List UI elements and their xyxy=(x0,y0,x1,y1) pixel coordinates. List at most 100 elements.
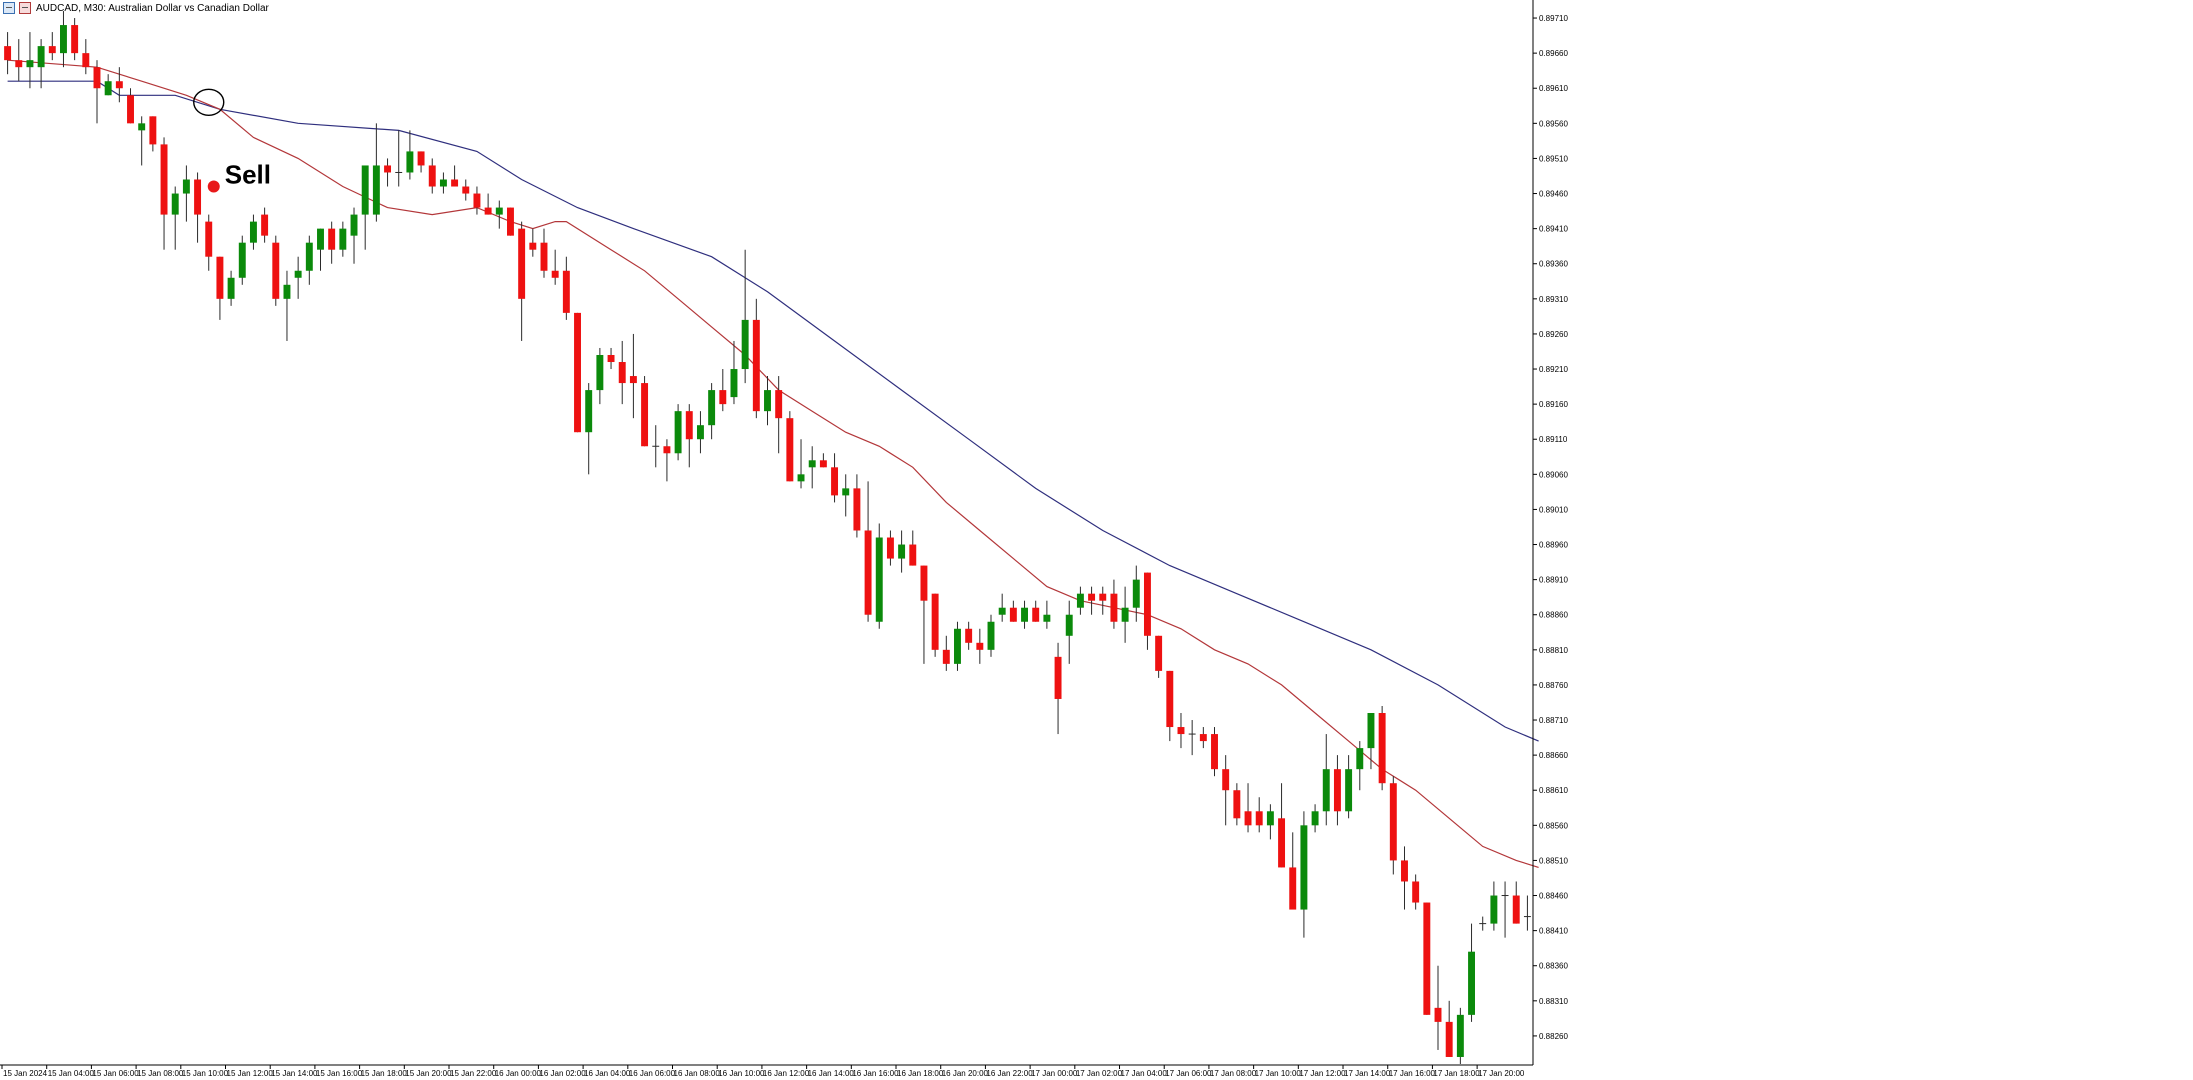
candle-body xyxy=(529,242,537,250)
bear-candle xyxy=(1255,797,1263,833)
price-tick-label: 0.88610 xyxy=(1539,786,1568,795)
bear-candle xyxy=(428,158,436,194)
bull-candle xyxy=(182,165,190,222)
candle-body xyxy=(361,165,369,215)
candle-body xyxy=(1255,811,1263,826)
bear-candle xyxy=(663,439,671,482)
candle-body xyxy=(1143,572,1151,636)
bear-candle xyxy=(1233,783,1241,826)
candle-body xyxy=(1132,579,1140,608)
bull-candle xyxy=(954,621,961,671)
candle-body xyxy=(775,390,783,419)
bull-candle xyxy=(652,425,660,468)
candle-body xyxy=(696,425,704,440)
bear-candle xyxy=(160,137,168,250)
bear-candle xyxy=(194,172,202,243)
candle-body xyxy=(1401,860,1408,882)
bear-candle xyxy=(328,221,336,264)
bear-candle xyxy=(384,158,392,187)
candle-body xyxy=(1311,811,1319,826)
time-tick-label: 17 Jan 00:00 xyxy=(1031,1069,1078,1078)
candle-body xyxy=(82,53,90,68)
time-tick-label: 16 Jan 16:00 xyxy=(852,1069,899,1078)
candle-body xyxy=(1099,593,1107,601)
candle-body xyxy=(752,319,760,412)
candle-body xyxy=(48,46,56,54)
bull-candle xyxy=(1322,734,1330,826)
candle-body xyxy=(1322,769,1330,812)
time-tick-label: 16 Jan 14:00 xyxy=(808,1069,855,1078)
candle-body xyxy=(59,25,67,54)
candle-body xyxy=(451,179,459,187)
bull-candle xyxy=(26,32,34,89)
bull-candle xyxy=(1523,895,1531,931)
bull-candle xyxy=(495,200,503,229)
candle-body xyxy=(864,530,872,615)
candle-body xyxy=(998,607,1006,615)
bull-candle xyxy=(439,172,447,194)
bear-candle xyxy=(473,186,481,215)
price-tick-label: 0.88410 xyxy=(1539,927,1568,936)
time-tick-label: 17 Jan 04:00 xyxy=(1121,1069,1168,1078)
bear-candle xyxy=(1423,902,1431,1015)
bull-candle xyxy=(998,593,1006,622)
price-tick-label: 0.89060 xyxy=(1539,470,1568,479)
time-tick-label: 15 Jan 10:00 xyxy=(182,1069,229,1078)
price-tick-label: 0.88310 xyxy=(1539,997,1568,1006)
bear-candle xyxy=(1278,783,1286,868)
time-tick-label: 16 Jan 02:00 xyxy=(539,1069,586,1078)
bull-candle xyxy=(1490,881,1498,931)
bull-candle xyxy=(104,74,112,96)
bull-candle xyxy=(1188,720,1196,756)
candle-body xyxy=(1266,811,1274,826)
candle-body xyxy=(1233,790,1241,819)
candle-body xyxy=(227,277,235,299)
bear-candle xyxy=(149,116,157,152)
price-tick-label: 0.89210 xyxy=(1539,365,1568,374)
candle-body xyxy=(171,193,179,215)
bear-candle xyxy=(965,621,973,650)
candle-body xyxy=(182,179,190,194)
bear-candle xyxy=(1389,776,1397,875)
candle-body xyxy=(328,228,336,250)
candle-body xyxy=(37,46,45,68)
bull-candle xyxy=(138,116,146,166)
bull-candle xyxy=(361,165,369,250)
bull-candle xyxy=(395,130,403,187)
candle-body xyxy=(149,116,157,145)
time-tick-label: 16 Jan 12:00 xyxy=(763,1069,810,1078)
bear-candle xyxy=(462,179,470,201)
time-tick-label: 17 Jan 08:00 xyxy=(1210,1069,1257,1078)
ma-fast-line xyxy=(7,59,1539,868)
time-tick-label: 16 Jan 00:00 xyxy=(495,1069,542,1078)
bull-candle xyxy=(171,186,179,250)
candle-body xyxy=(942,649,950,664)
candle-body xyxy=(708,390,716,426)
time-tick-label: 17 Jan 20:00 xyxy=(1478,1069,1525,1078)
bear-candle xyxy=(909,530,917,566)
bear-candle xyxy=(1222,755,1230,826)
candle-body xyxy=(920,565,928,601)
chart-title-bar: AUDCAD, M30: Australian Dollar vs Canadi… xyxy=(0,0,269,16)
time-tick-label: 15 Jan 22:00 xyxy=(450,1069,497,1078)
candle-body xyxy=(216,256,224,299)
bear-candle xyxy=(48,32,56,61)
bull-candle xyxy=(842,474,850,517)
time-tick-label: 16 Jan 08:00 xyxy=(674,1069,721,1078)
candle-body xyxy=(261,214,269,236)
candle-body xyxy=(249,221,257,243)
bear-candle xyxy=(1199,727,1207,749)
candle-body xyxy=(138,123,146,131)
bear-candle xyxy=(484,193,492,215)
chart-type-icon xyxy=(19,2,31,14)
bear-candle xyxy=(574,312,581,433)
bull-candle xyxy=(350,207,358,264)
time-tick-label: 15 Jan 12:00 xyxy=(227,1069,274,1078)
price-tick-label: 0.89710 xyxy=(1539,14,1568,23)
candle-body xyxy=(797,474,805,482)
candle-body xyxy=(764,390,771,412)
time-tick-label: 17 Jan 12:00 xyxy=(1299,1069,1346,1078)
candle-body xyxy=(115,81,123,89)
